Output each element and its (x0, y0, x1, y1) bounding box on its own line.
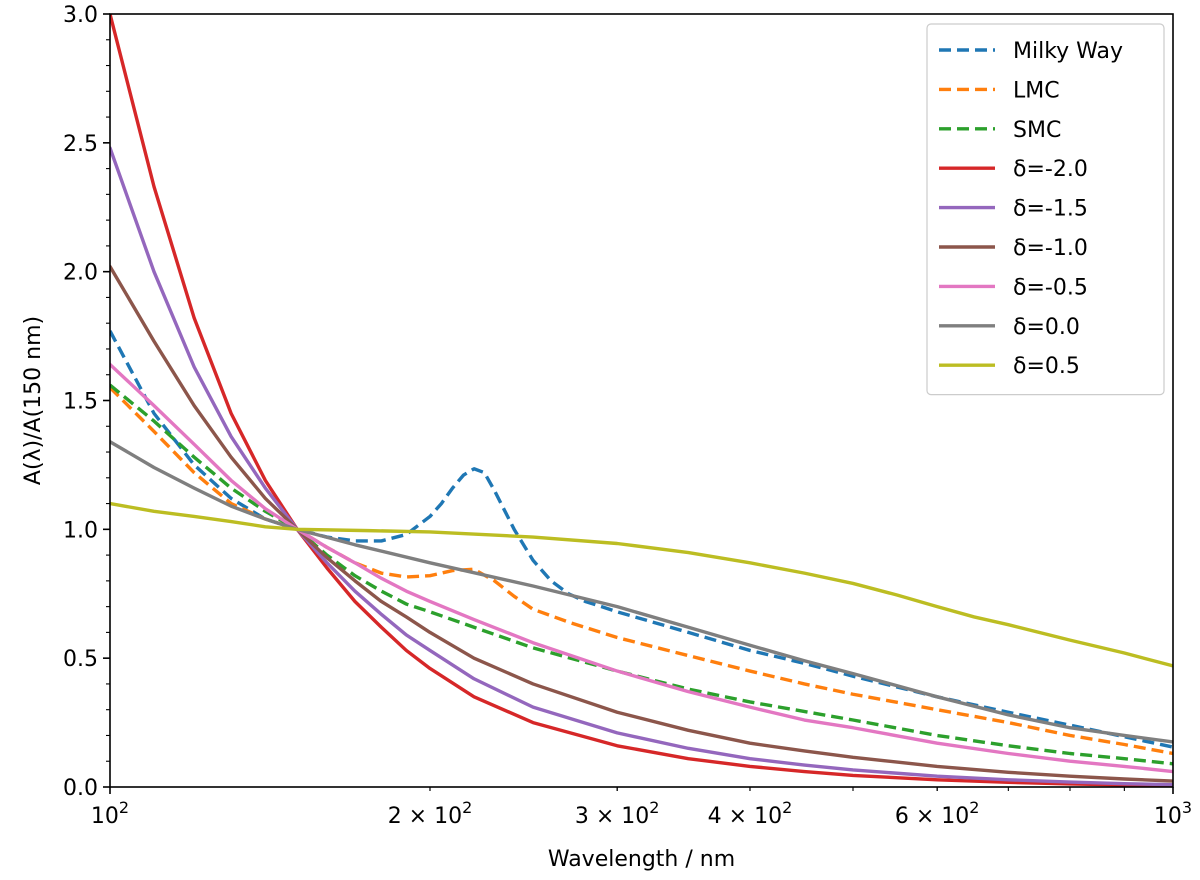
x-tick-label: 3 × 102 (575, 798, 660, 829)
y-tick-label: 1.0 (63, 518, 98, 543)
x-tick-base: 10 (941, 804, 969, 829)
x-tick-exponent: 2 (119, 798, 129, 817)
series-line-7 (110, 440, 1173, 744)
y-axis-label: A(λ)/A(150 nm) (21, 316, 46, 485)
x-tick-base: 10 (754, 804, 782, 829)
x-tick-mantissa: 4 × (708, 804, 754, 829)
x-tick-label: 4 × 102 (708, 798, 793, 829)
series-line-3 (110, 14, 1173, 787)
x-tick-label: 2 × 102 (388, 798, 473, 829)
y-tick-label: 0.0 (63, 776, 98, 801)
legend-label-0: Milky Way (1013, 39, 1123, 64)
legend-label-2: SMC (1013, 118, 1061, 143)
series-line-5 (110, 264, 1173, 783)
legend-label-7: δ=0.0 (1013, 315, 1080, 340)
series-line-1 (110, 386, 1173, 756)
series-line-8 (110, 501, 1173, 668)
x-tick-exponent: 2 (969, 798, 979, 817)
legend-frame (926, 23, 1165, 396)
legend-label-5: δ=-1.0 (1013, 236, 1088, 261)
series-line-6 (110, 362, 1173, 774)
series-line-2 (110, 383, 1173, 766)
legend-label-4: δ=-1.5 (1013, 197, 1088, 222)
x-tick-label: 6 × 102 (895, 798, 980, 829)
x-tick-exponent: 3 (1182, 798, 1192, 817)
y-tick-label: 3.0 (63, 3, 98, 28)
x-tick-label: 103 (1154, 798, 1192, 829)
x-tick-base: 10 (434, 804, 462, 829)
x-tick-exponent: 2 (462, 798, 472, 817)
y-tick-label: 2.5 (63, 132, 98, 157)
x-tick-mantissa: 6 × (895, 804, 941, 829)
y-tick-label: 2.0 (63, 261, 98, 286)
legend-label-3: δ=-2.0 (1013, 157, 1088, 182)
x-tick-base: 10 (621, 804, 649, 829)
series-layer (110, 14, 1173, 787)
x-tick-label: 102 (91, 798, 129, 829)
y-tick-label: 1.5 (63, 390, 98, 415)
x-tick-exponent: 2 (782, 798, 792, 817)
legend: Milky Way LMC SMC δ=-2.0 δ=-1.5 δ=-1.0 δ=-0.5 δ… (926, 23, 1165, 396)
x-axis-label: Wavelength / nm (548, 847, 735, 872)
legend-label-1: LMC (1013, 78, 1060, 103)
y-tick-label: 0.5 (63, 647, 98, 672)
x-tick-base: 10 (91, 804, 119, 829)
x-tick-base: 10 (1154, 804, 1182, 829)
x-tick-mantissa: 3 × (575, 804, 621, 829)
series-line-4 (110, 146, 1173, 787)
x-tick-exponent: 2 (649, 798, 659, 817)
x-tick-mantissa: 2 × (388, 804, 434, 829)
legend-label-6: δ=-0.5 (1013, 275, 1088, 300)
legend-label-8: δ=0.5 (1013, 354, 1080, 379)
